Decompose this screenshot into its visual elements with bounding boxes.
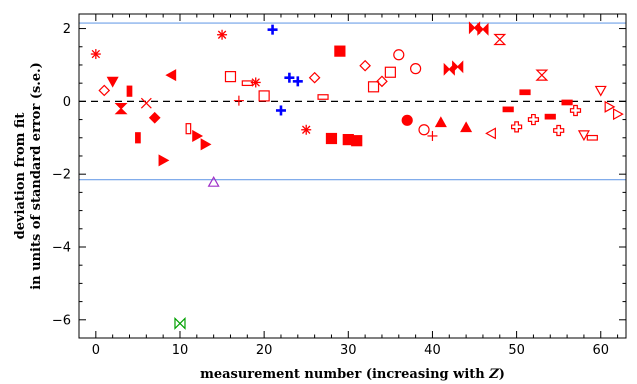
data-point xyxy=(561,99,573,106)
data-point xyxy=(258,90,270,102)
data-point xyxy=(325,132,338,145)
data-point xyxy=(158,154,170,167)
data-point xyxy=(604,100,616,113)
data-point xyxy=(106,76,119,88)
data-point xyxy=(301,124,312,135)
y-tick-label: −6 xyxy=(52,313,71,328)
data-point xyxy=(334,45,346,57)
x-axis-title-italic: Z xyxy=(488,367,499,382)
x-axis-title-tail: ) xyxy=(499,367,505,382)
x-axis-title-main: measurement number (increasing with xyxy=(200,367,489,382)
x-tick-label: 60 xyxy=(592,343,609,358)
data-point xyxy=(233,95,244,106)
data-point xyxy=(418,124,430,136)
data-point xyxy=(410,63,422,75)
data-point xyxy=(468,21,481,35)
data-point xyxy=(527,113,540,126)
data-point xyxy=(250,77,261,88)
x-tick-label: 0 xyxy=(92,343,100,358)
x-tick-label: 30 xyxy=(340,343,357,358)
data-point xyxy=(200,138,212,151)
data-point xyxy=(485,127,496,140)
y-tick-label: −4 xyxy=(52,240,71,255)
data-point xyxy=(393,49,405,61)
y-tick-label: −2 xyxy=(52,168,71,183)
data-point xyxy=(292,76,303,87)
data-point xyxy=(544,113,556,120)
data-point xyxy=(511,121,523,133)
data-point xyxy=(477,22,489,36)
data-point xyxy=(148,111,161,124)
x-axis-title: measurement number (increasing with Z) xyxy=(200,367,505,382)
y-tick-label: 2 xyxy=(63,22,71,37)
data-point xyxy=(612,108,624,121)
axes: 0 10 20 30 40 50 60 −6 −4 −2 0 2 xyxy=(52,13,627,358)
data-point xyxy=(217,29,228,40)
data-point xyxy=(90,49,101,60)
data-point xyxy=(359,59,371,72)
data-point xyxy=(165,69,177,82)
data-point xyxy=(126,85,133,97)
y-axis-title-line1: deviation from fit xyxy=(13,113,28,240)
data-point xyxy=(114,103,128,115)
data-point xyxy=(135,132,141,144)
data-point xyxy=(594,85,607,97)
x-tick-label: 10 xyxy=(172,343,189,358)
data-point xyxy=(401,114,413,126)
data-point xyxy=(586,134,598,141)
plot-frame xyxy=(78,13,627,339)
x-tick-label: 40 xyxy=(424,343,441,358)
data-point xyxy=(185,123,192,135)
data-point xyxy=(553,124,565,137)
data-point xyxy=(275,105,286,116)
data-point xyxy=(267,24,278,35)
y-axis-title-line2: in units of standard error (s.e.) xyxy=(29,62,44,290)
data-point xyxy=(434,116,447,128)
data-point xyxy=(241,80,253,87)
data-point xyxy=(427,130,438,141)
data-point xyxy=(284,72,295,83)
data-point xyxy=(577,130,590,142)
data-point xyxy=(140,97,152,109)
y-tick-label: 0 xyxy=(63,95,71,110)
data-point xyxy=(98,84,111,97)
data-point xyxy=(317,94,329,100)
data-point xyxy=(192,129,204,142)
data-point xyxy=(224,71,237,83)
data-point xyxy=(519,89,531,96)
data-point xyxy=(502,106,514,113)
data-point xyxy=(207,175,220,187)
data-point xyxy=(308,71,321,84)
x-tick-label: 50 xyxy=(508,343,525,358)
data-point xyxy=(174,316,186,330)
x-tick-label: 20 xyxy=(256,343,273,358)
reference-lines xyxy=(79,22,626,181)
data-point xyxy=(535,69,549,81)
data-point xyxy=(569,104,582,117)
data-point xyxy=(452,60,464,74)
data-point xyxy=(351,135,363,147)
data-point xyxy=(493,33,507,46)
data-point xyxy=(376,75,388,88)
data-point xyxy=(384,66,396,78)
data-point xyxy=(460,121,473,133)
data-markers xyxy=(90,21,624,330)
data-point xyxy=(367,81,380,93)
